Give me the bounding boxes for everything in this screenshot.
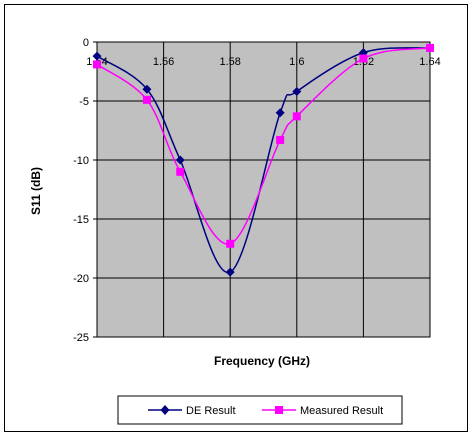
data-point-de-result bbox=[92, 51, 102, 61]
legend-marker-measured bbox=[275, 406, 283, 414]
x-tick-label: 1.64 bbox=[419, 56, 440, 68]
x-tick-label: 1.56 bbox=[153, 56, 174, 68]
y-tick-label: -15 bbox=[73, 214, 89, 226]
legend-label-de: DE Result bbox=[186, 405, 236, 417]
data-point-de-result bbox=[225, 267, 235, 277]
x-axis-title: Frequency (GHz) bbox=[214, 354, 310, 368]
data-point-measured-result bbox=[276, 135, 285, 144]
data-point-measured-result bbox=[359, 54, 368, 63]
legend: DE Result Measured Result bbox=[117, 395, 403, 425]
data-point-de-result bbox=[175, 155, 185, 165]
plot-area: 1.541.561.581.61.621.640-5-10-15-20-25 bbox=[73, 37, 441, 344]
y-tick-label: -10 bbox=[73, 155, 89, 167]
plot-background bbox=[96, 41, 431, 338]
y-tick-label: 0 bbox=[83, 37, 89, 49]
data-point-de-result bbox=[292, 87, 302, 97]
y-tick-label: -20 bbox=[73, 273, 89, 285]
y-tick-label: -25 bbox=[73, 332, 89, 344]
series-line-de-result bbox=[96, 47, 431, 273]
legend-marker-de bbox=[160, 405, 170, 415]
y-axis-title: S11 (dB) bbox=[29, 167, 43, 215]
data-point-measured-result bbox=[226, 239, 235, 248]
y-tick-label: -5 bbox=[79, 96, 89, 108]
legend-label-measured: Measured Result bbox=[300, 405, 383, 417]
x-tick-label: 1.58 bbox=[219, 56, 240, 68]
data-point-de-result bbox=[142, 84, 152, 94]
data-point-measured-result bbox=[176, 167, 185, 176]
data-point-measured-result bbox=[292, 112, 301, 121]
x-tick-label: 1.6 bbox=[289, 56, 304, 68]
data-point-measured-result bbox=[426, 43, 434, 52]
data-point-measured-result bbox=[93, 60, 101, 69]
series-line-measured-result bbox=[96, 47, 431, 245]
data-point-measured-result bbox=[142, 95, 151, 104]
data-point-de-result bbox=[275, 108, 285, 118]
